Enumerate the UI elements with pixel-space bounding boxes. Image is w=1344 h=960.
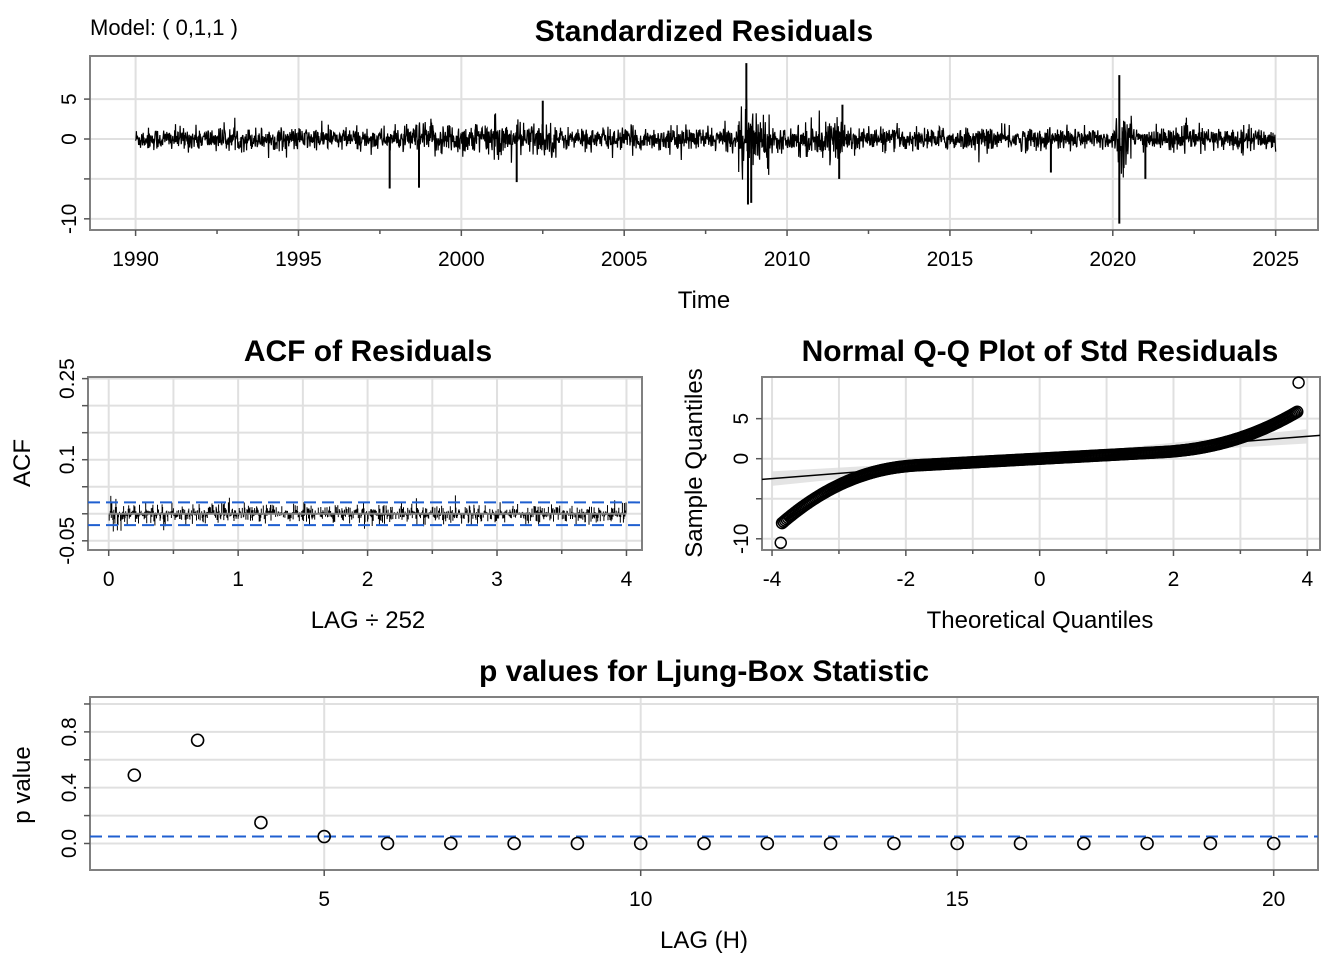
x-tick-label: 3 <box>491 568 503 591</box>
y-tick-label: 0.1 <box>56 445 79 474</box>
ljung-xlabel: LAG (H) <box>660 927 748 954</box>
x-tick-label: 1990 <box>112 248 159 271</box>
x-tick-label: -4 <box>763 568 782 591</box>
pvalue-point <box>1203 836 1218 851</box>
pvalue-point <box>190 733 205 748</box>
x-tick-label: 20 <box>1262 888 1285 911</box>
qq-point <box>1292 376 1305 389</box>
y-tick-label: 0.8 <box>58 717 81 746</box>
pvalue-point <box>887 836 901 851</box>
y-tick-label: 0.4 <box>58 773 81 803</box>
x-tick-label: -2 <box>897 568 916 591</box>
qq-title: Normal Q-Q Plot of Std Residuals <box>802 335 1279 368</box>
x-tick-label: 5 <box>318 888 330 911</box>
pvalue-point <box>1013 836 1028 851</box>
pvalue-point <box>1076 836 1091 851</box>
plot-border <box>89 55 1319 231</box>
pvalue-point <box>507 836 521 851</box>
x-tick-label: 2005 <box>601 248 648 271</box>
x-tick-label: 2020 <box>1089 248 1136 271</box>
x-tick-label: 0 <box>1034 568 1046 591</box>
acf-title: ACF of Residuals <box>244 335 492 368</box>
y-tick-label: -10 <box>730 524 753 554</box>
pvalue-point <box>1266 836 1281 851</box>
acf-xlabel: LAG ÷ 252 <box>311 607 426 634</box>
qq-panel: -4 -2 0 2 4 5 0 -10 <box>730 376 1321 591</box>
x-tick-label: 10 <box>629 888 652 911</box>
pvalue-point <box>570 836 585 851</box>
pvalue-point <box>823 836 838 851</box>
pvalue-point <box>697 836 711 851</box>
x-tick-label: 2010 <box>764 248 811 271</box>
x-tick-label: 1 <box>232 568 244 591</box>
x-tick-label: 2015 <box>927 248 974 271</box>
x-tick-label: 2000 <box>438 248 485 271</box>
ljung-panel: 5 10 15 20 0.0 0.4 0.8 <box>58 696 1319 911</box>
x-tick-label: 2025 <box>1252 248 1299 271</box>
y-tick-label: 0 <box>730 453 753 465</box>
acf-panel: 0 1 2 3 4 0.25 0.1 -0.05 <box>56 358 643 591</box>
x-tick-label: 4 <box>1301 568 1313 591</box>
x-tick-label: 1995 <box>275 248 322 271</box>
resid-xlabel: Time <box>678 287 730 314</box>
pvalue-point <box>444 836 458 851</box>
acf-ylabel: ACF <box>9 439 36 487</box>
pvalue-point <box>127 768 142 782</box>
x-tick-label: 4 <box>621 568 633 591</box>
ljung-ylabel: p value <box>9 746 36 823</box>
y-tick-label: 0.0 <box>58 829 81 858</box>
qq-reference-line <box>761 434 1321 481</box>
y-tick-label: -0.05 <box>56 517 79 565</box>
plot-border <box>89 696 1319 871</box>
pvalue-point <box>317 829 332 844</box>
plot-border <box>87 376 643 551</box>
pvalue-point <box>1140 836 1154 851</box>
qq-point <box>1291 405 1304 419</box>
qq-point <box>774 536 787 550</box>
y-tick-label: 0.25 <box>56 358 79 399</box>
x-tick-label: 15 <box>946 888 969 911</box>
pvalue-point <box>254 815 268 830</box>
qq-xlabel: Theoretical Quantiles <box>927 607 1154 634</box>
x-tick-label: 2 <box>1168 568 1180 591</box>
y-tick-label: -10 <box>58 204 81 234</box>
y-tick-label: 0 <box>58 133 81 145</box>
x-tick-label: 2 <box>362 568 374 591</box>
residuals-panel: 1990 1995 2000 2005 2010 2015 2020 2025 5 0 -10 <box>58 55 1319 271</box>
resid-title: Standardized Residuals <box>535 15 873 48</box>
qq-ylabel: Sample Quantiles <box>681 368 708 557</box>
y-tick-label: 5 <box>730 413 753 425</box>
pvalue-point <box>760 836 775 851</box>
residual-series-line <box>135 99 1277 180</box>
pvalue-point <box>633 836 648 851</box>
x-tick-label: 0 <box>103 568 115 591</box>
pvalue-point <box>950 836 964 851</box>
plot-border <box>761 376 1321 551</box>
ljung-title: p values for Ljung-Box Statistic <box>479 655 929 688</box>
model-label: Model: ( 0,1,1 ) <box>90 15 238 40</box>
pvalue-point <box>380 836 395 851</box>
y-tick-label: 5 <box>58 93 81 105</box>
